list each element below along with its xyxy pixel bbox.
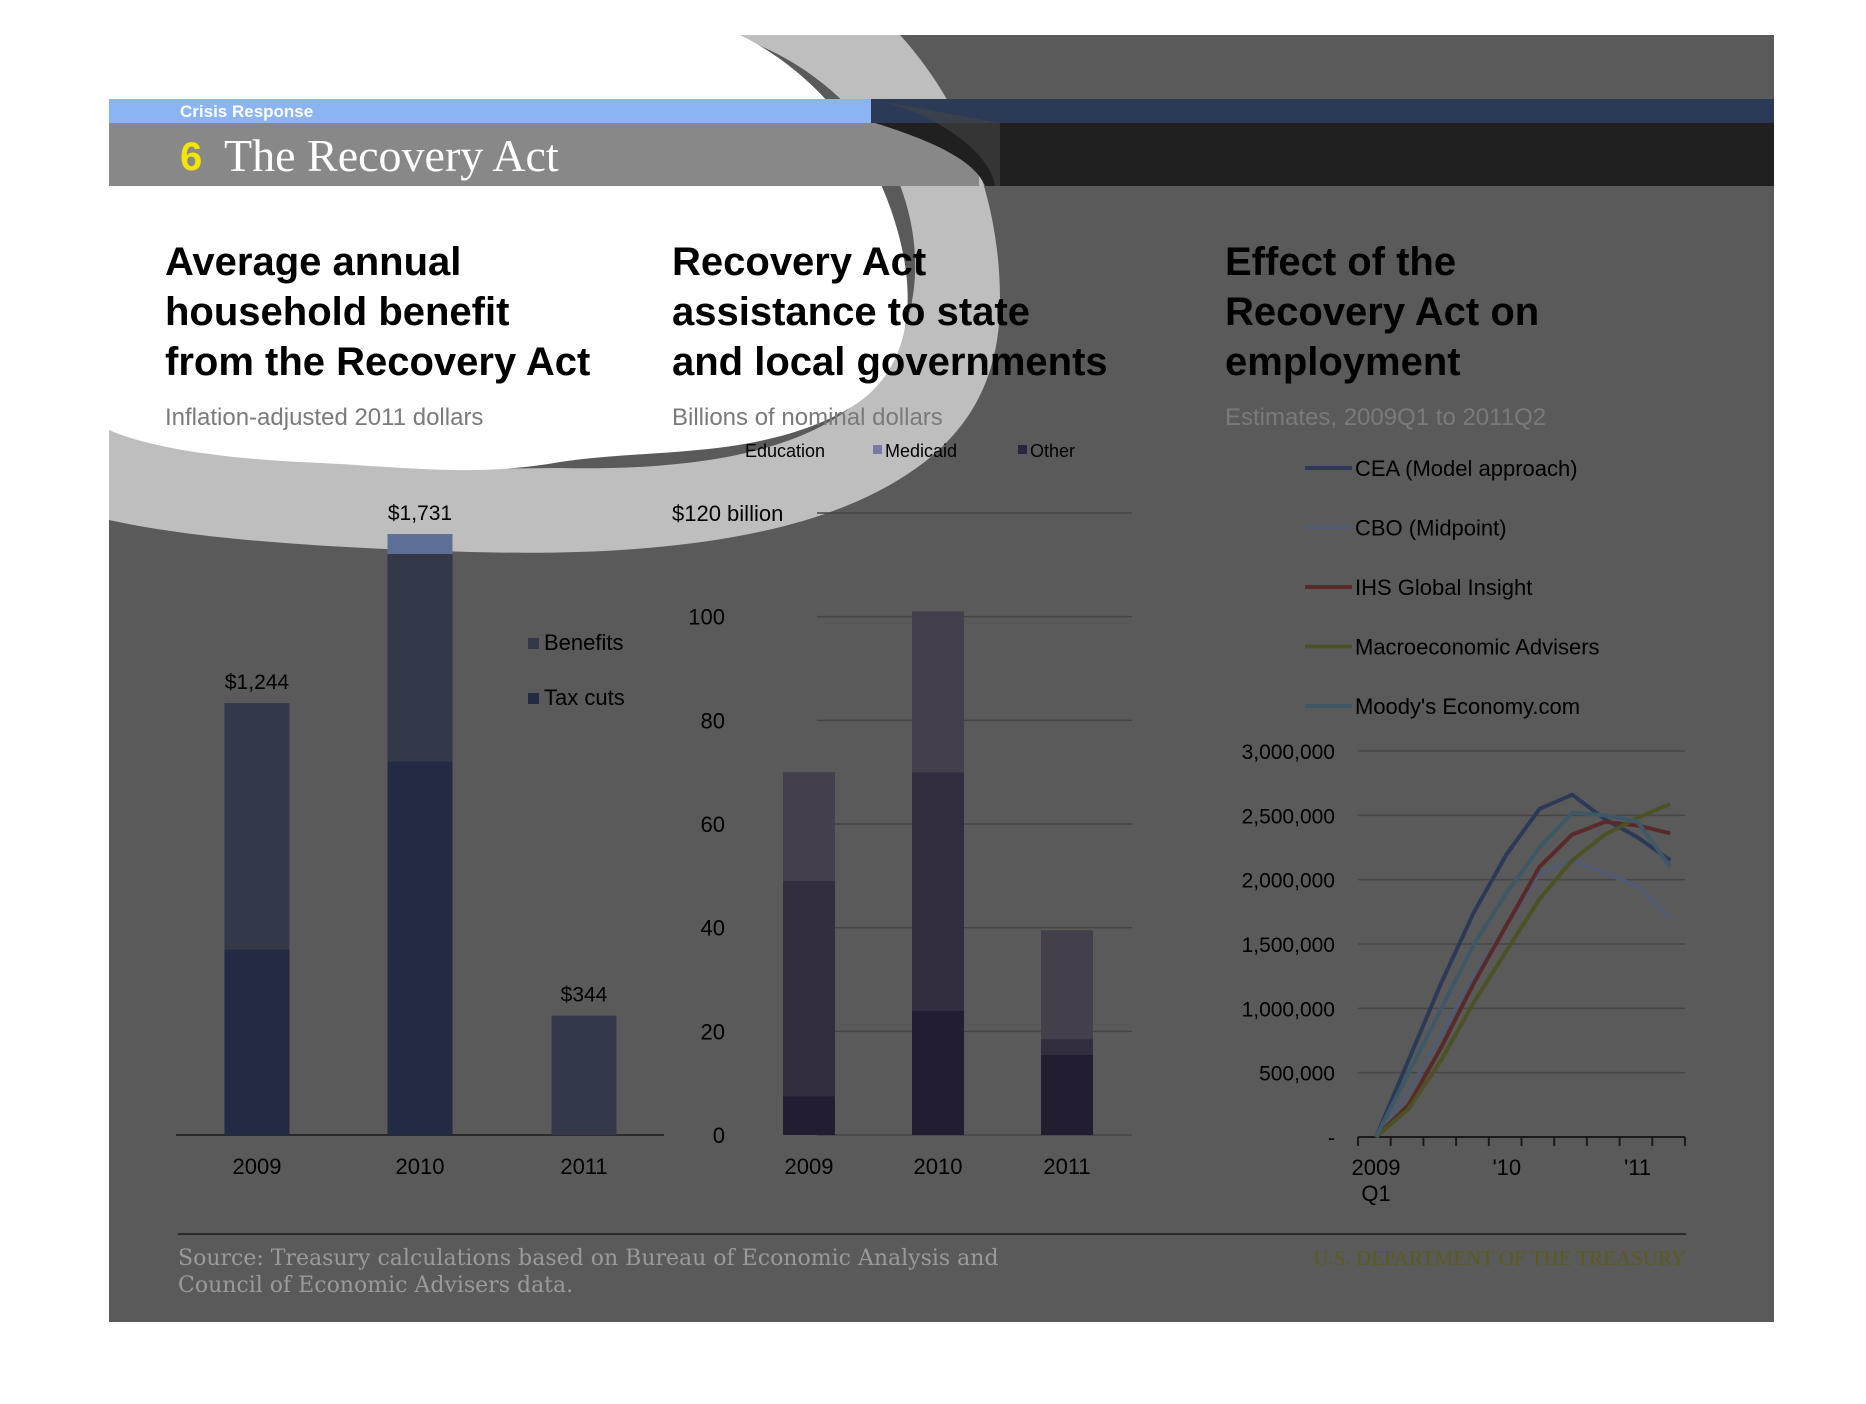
chart-2-title-line-3: and local governments (672, 340, 1108, 384)
chart-2-y-tick-80: 80 (701, 708, 725, 733)
chart-2-legend-swatch-medicaid (873, 445, 882, 454)
chart-2-y-tick-40: 40 (701, 916, 725, 941)
source-line-2: Council of Economic Advisers data. (178, 1273, 573, 1298)
chart-2-y-tick-20: 20 (701, 1019, 725, 1044)
chart-2-legend-education: Education (745, 441, 825, 461)
chart-1-x-tick-2011: 2011 (560, 1154, 607, 1179)
chart-1-subtitle: Inflation-adjusted 2011 dollars (165, 404, 483, 431)
department-name: U.S. DEPARTMENT OF THE TREASURY (1313, 1246, 1686, 1270)
chart-2-y-tick-120: $120 billion (672, 501, 783, 526)
source-line-1: Source: Treasury calculations based on B… (178, 1246, 999, 1271)
chart-2-title-line-1: Recovery Act (672, 240, 926, 284)
chart-3-y-tick-1: 500,000 (1259, 1063, 1335, 1086)
chart-3-y-tick-3: 1,500,000 (1242, 934, 1335, 957)
chart-3-y-tick-5: 2,500,000 (1242, 805, 1335, 828)
chart-3-title-line-2: Recovery Act on (1225, 290, 1539, 334)
title-bar-fade (870, 99, 1000, 186)
chart-3-title-line-3: employment (1225, 340, 1461, 384)
chart-3-x-tick-0: 2009 (1352, 1155, 1401, 1180)
chart-2-subtitle: Billions of nominal dollars (672, 404, 943, 431)
section-strip-light (109, 99, 871, 123)
chart-3-subtitle: Estimates, 2009Q1 to 2011Q2 (1225, 404, 1546, 431)
chart-2-legend-swatch-other (1018, 445, 1027, 454)
chart-3-y-tick-2: 1,000,000 (1242, 998, 1335, 1021)
chart-2-x-tick-2011: 2011 (1043, 1154, 1090, 1179)
chart-1-legend-benefits: Benefits (544, 630, 624, 655)
chart-3-x-tick-1: '10 (1492, 1155, 1521, 1180)
chart-2-bar-medicaid-2009 (783, 881, 835, 1097)
chart-1-title-line-1: Average annual (165, 240, 461, 284)
chart-3-legend-ihs-global-insight: IHS Global Insight (1355, 575, 1532, 600)
chart-3-x-tick-sub-0: Q1 (1361, 1181, 1390, 1206)
chart-1-bar-tax-cuts-2010 (387, 761, 453, 1135)
chart-3-legend-cbo-midpoint: CBO (Midpoint) (1355, 516, 1507, 541)
chart-2-legend-other: Other (1030, 441, 1075, 461)
chart-2-y-tick-60: 60 (701, 812, 725, 837)
chart-1-bar-tax-cuts-2009 (224, 949, 290, 1135)
section-label: Crisis Response (180, 102, 313, 121)
chart-3-y-tick-6: 3,000,000 (1242, 741, 1335, 764)
chart-3-y-tick-0: - (1328, 1127, 1335, 1150)
chart-2-x-tick-2009: 2009 (785, 1154, 834, 1179)
chart-3-line-macroeconomic-advisers (1374, 801, 1672, 1139)
slide-title: The Recovery Act (224, 130, 559, 181)
chart-3-legend-macroeconomic-advisers: Macroeconomic Advisers (1355, 635, 1600, 660)
chart-1-total-label-2009: $1,244 (225, 671, 290, 694)
chart-3-line-ihs-global-insight (1374, 819, 1671, 1139)
chart-2-bar-education-2011 (1041, 930, 1093, 1040)
title-bar-light (109, 123, 979, 186)
chart-1-title-line-3: from the Recovery Act (165, 340, 590, 384)
chart-2-bar-other-2011 (1041, 1054, 1093, 1135)
swoosh-band (109, 35, 1000, 553)
chart-2-title-line-2: assistance to state (672, 290, 1030, 334)
chart-2-bar-education-2009 (783, 772, 835, 882)
chart-1-total-label-2011: $344 (561, 984, 608, 1007)
chart-3-x-tick-2: '11 (1624, 1155, 1651, 1180)
chart-1-bar-benefits-2009 (224, 703, 290, 950)
chart-1-title-line-2: household benefit (165, 290, 509, 334)
chart-1-x-tick-2009: 2009 (233, 1154, 282, 1179)
slide-number: 6 (180, 135, 202, 179)
charts-layer: Average annual household benefit from the … (165, 240, 1686, 1206)
chart-2-legend-medicaid: Medicaid (885, 441, 957, 461)
chart-3-title-line-1: Effect of the (1225, 240, 1456, 284)
chart-2-bar-education-2010 (912, 611, 964, 773)
chart-2-y-tick-100: 100 (688, 605, 725, 630)
chart-1-total-label-2010: $1,731 (388, 502, 452, 525)
chart-3-legend-moody-s-economy-com: Moody's Economy.com (1355, 694, 1580, 719)
chart-2-bar-other-2010 (912, 1010, 964, 1135)
chart-1-legend-tax-cuts: Tax cuts (544, 685, 625, 710)
title-bar-dark (875, 123, 1774, 186)
chart-1-bar-2010-highlight (387, 534, 453, 554)
chart-2-x-tick-2010: 2010 (914, 1154, 963, 1179)
chart-3-legend-cea-model-approach: CEA (Model approach) (1355, 456, 1578, 481)
chart-1-bar-benefits-2010 (387, 534, 453, 762)
chart-1-x-tick-2010: 2010 (396, 1154, 445, 1179)
chart-1-legend-swatch-tax-cuts (528, 693, 539, 704)
chart-2-bar-medicaid-2010 (912, 772, 964, 1011)
chart-1-bar-benefits-2011 (551, 1015, 617, 1135)
chart-3-line-moody-s-economy-com (1374, 810, 1672, 1138)
chart-2-y-tick-0: 0 (713, 1123, 725, 1148)
chart-2-bar-other-2009 (783, 1096, 835, 1135)
chart-3-y-tick-4: 2,000,000 (1242, 870, 1335, 893)
chart-2-bar-medicaid-2011 (1041, 1039, 1093, 1055)
section-strip-dark (871, 99, 1774, 123)
chart-1-legend-swatch-benefits (528, 638, 539, 649)
